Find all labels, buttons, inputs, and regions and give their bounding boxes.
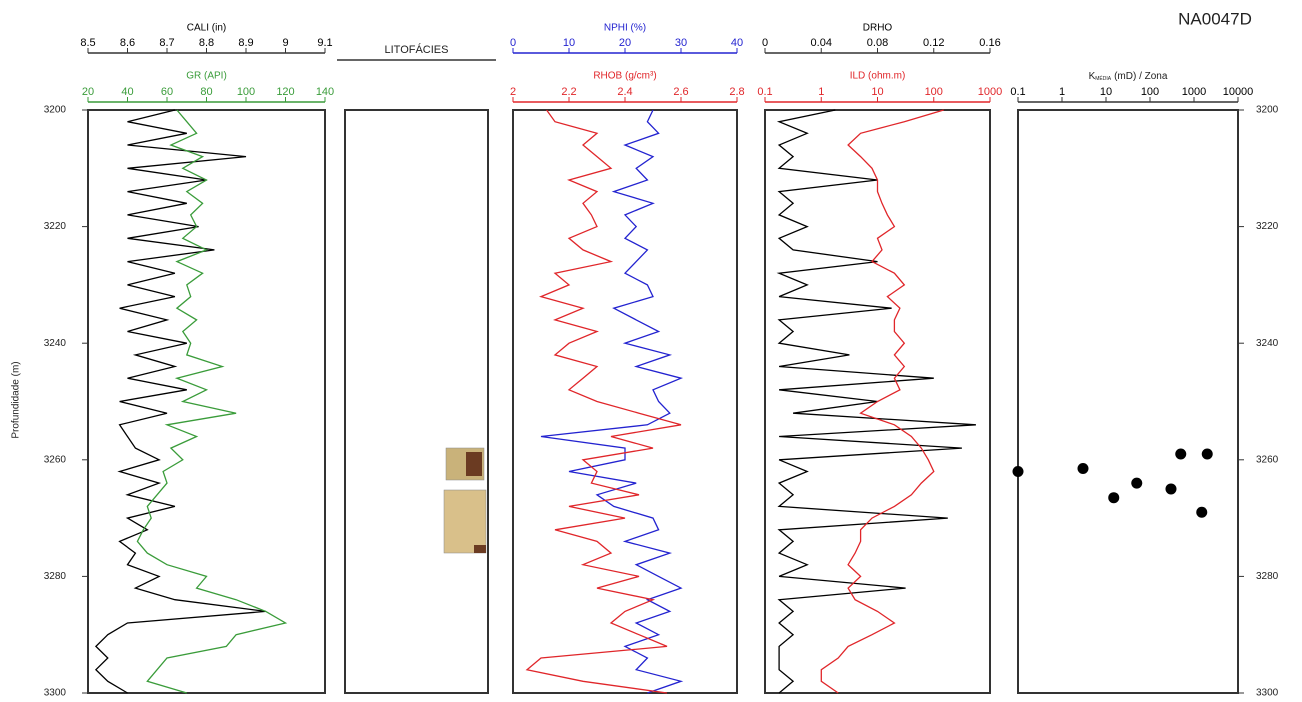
x-tick-label: 2.4 — [617, 86, 632, 98]
x-tick-label: 8.9 — [238, 37, 253, 49]
x-tick-label: 100 — [1141, 86, 1159, 98]
x-tick-label: 10 — [1100, 86, 1112, 98]
data-point — [1108, 492, 1120, 504]
facies-block — [466, 452, 482, 476]
axis-label-part: K — [1089, 71, 1096, 82]
log-curve — [94, 109, 266, 694]
x-tick-label: 0.16 — [979, 37, 1000, 49]
y-tick-label: 3220 — [44, 221, 67, 232]
x-tick-label: 2.6 — [673, 86, 688, 98]
y-tick-label: 3280 — [1256, 571, 1279, 582]
x-tick-label: 2.8 — [729, 86, 744, 98]
x-tick-label: 9 — [282, 37, 288, 49]
y-tick-label: 3220 — [1256, 221, 1279, 232]
x-tick-label: 80 — [200, 86, 212, 98]
x-tick-label: 100 — [237, 86, 255, 98]
x-tick-label: 140 — [316, 86, 334, 98]
track-title: LITOFÁCIES — [385, 43, 449, 56]
axis-label: RHOB (g/cm³) — [593, 71, 656, 82]
axis-label: NPHI (%) — [604, 23, 646, 34]
x-tick-label: 60 — [161, 86, 173, 98]
x-tick-label: 8.6 — [120, 37, 135, 49]
y-tick-label: 3200 — [1256, 105, 1279, 116]
data-point — [1077, 463, 1089, 475]
axis-label: GR (API) — [186, 71, 227, 82]
facies-block — [443, 489, 487, 554]
x-tick-label: 40 — [731, 37, 743, 49]
data-point — [1012, 465, 1024, 477]
x-tick-label: 0.08 — [867, 37, 888, 49]
track-frame — [344, 109, 489, 694]
x-tick-label: 1 — [1059, 86, 1065, 98]
y-tick-label: 3300 — [44, 688, 67, 699]
log-curve — [525, 109, 682, 694]
x-tick-label: 0 — [762, 37, 768, 49]
track-frame — [764, 109, 991, 694]
x-tick-label: 1 — [818, 86, 824, 98]
x-tick-label: 0 — [510, 37, 516, 49]
data-point — [1165, 483, 1177, 495]
x-tick-label: 0.1 — [757, 86, 772, 98]
y-tick-label: 3200 — [44, 105, 67, 116]
y-tick-label: 3240 — [44, 338, 67, 349]
track-frame — [87, 109, 326, 694]
x-tick-label: 10 — [871, 86, 883, 98]
lithofacies-image — [443, 447, 487, 554]
log-curve — [820, 109, 944, 694]
x-tick-label: 10000 — [1223, 86, 1254, 98]
chart-title: NA0047D — [1178, 9, 1252, 28]
track-frame — [512, 109, 738, 694]
y-tick-label: 3300 — [1256, 688, 1279, 699]
x-tick-label: 30 — [675, 37, 687, 49]
x-tick-label: 2.2 — [561, 86, 576, 98]
x-tick-label: 0.04 — [811, 37, 832, 49]
axis-label: CALI (in) — [187, 23, 226, 34]
x-tick-label: 0.1 — [1010, 86, 1025, 98]
x-tick-label: 2 — [510, 86, 516, 98]
data-point — [1175, 448, 1187, 460]
x-tick-label: 20 — [82, 86, 94, 98]
x-tick-label: 100 — [925, 86, 943, 98]
data-point — [1131, 477, 1143, 489]
x-tick-label: 120 — [276, 86, 294, 98]
axis-label: DRHO — [863, 23, 893, 34]
y-tick-label: 3240 — [1256, 338, 1279, 349]
axis-label-part: (mD) / Zona — [1114, 71, 1168, 82]
track-frame — [1017, 109, 1239, 694]
data-point — [1201, 448, 1213, 460]
y-tick-label: 3260 — [1256, 454, 1279, 465]
log-curve — [540, 109, 684, 694]
x-tick-label: 8.5 — [80, 37, 95, 49]
y-tick-label: 3280 — [44, 571, 67, 582]
x-tick-label: 0.12 — [923, 37, 944, 49]
y-tick-label: 3260 — [44, 454, 67, 465]
x-tick-label: 10 — [563, 37, 575, 49]
x-tick-label: 1000 — [978, 86, 1002, 98]
x-tick-label: 20 — [619, 37, 631, 49]
x-tick-label: 1000 — [1182, 86, 1206, 98]
log-curve — [136, 109, 288, 694]
axis-label: ILD (ohm.m) — [850, 71, 906, 82]
axis-label: KMÉDIA (mD) / Zona — [1089, 71, 1168, 83]
x-tick-label: 9.1 — [317, 37, 332, 49]
x-tick-label: 8.8 — [199, 37, 214, 49]
x-tick-label: 8.7 — [159, 37, 174, 49]
facies-block — [474, 545, 486, 553]
axis-label-part: MÉDIA — [1095, 75, 1112, 82]
x-tick-label: 40 — [121, 86, 133, 98]
y-axis-label: Profundidade (m) — [11, 361, 22, 438]
data-point — [1196, 506, 1208, 518]
